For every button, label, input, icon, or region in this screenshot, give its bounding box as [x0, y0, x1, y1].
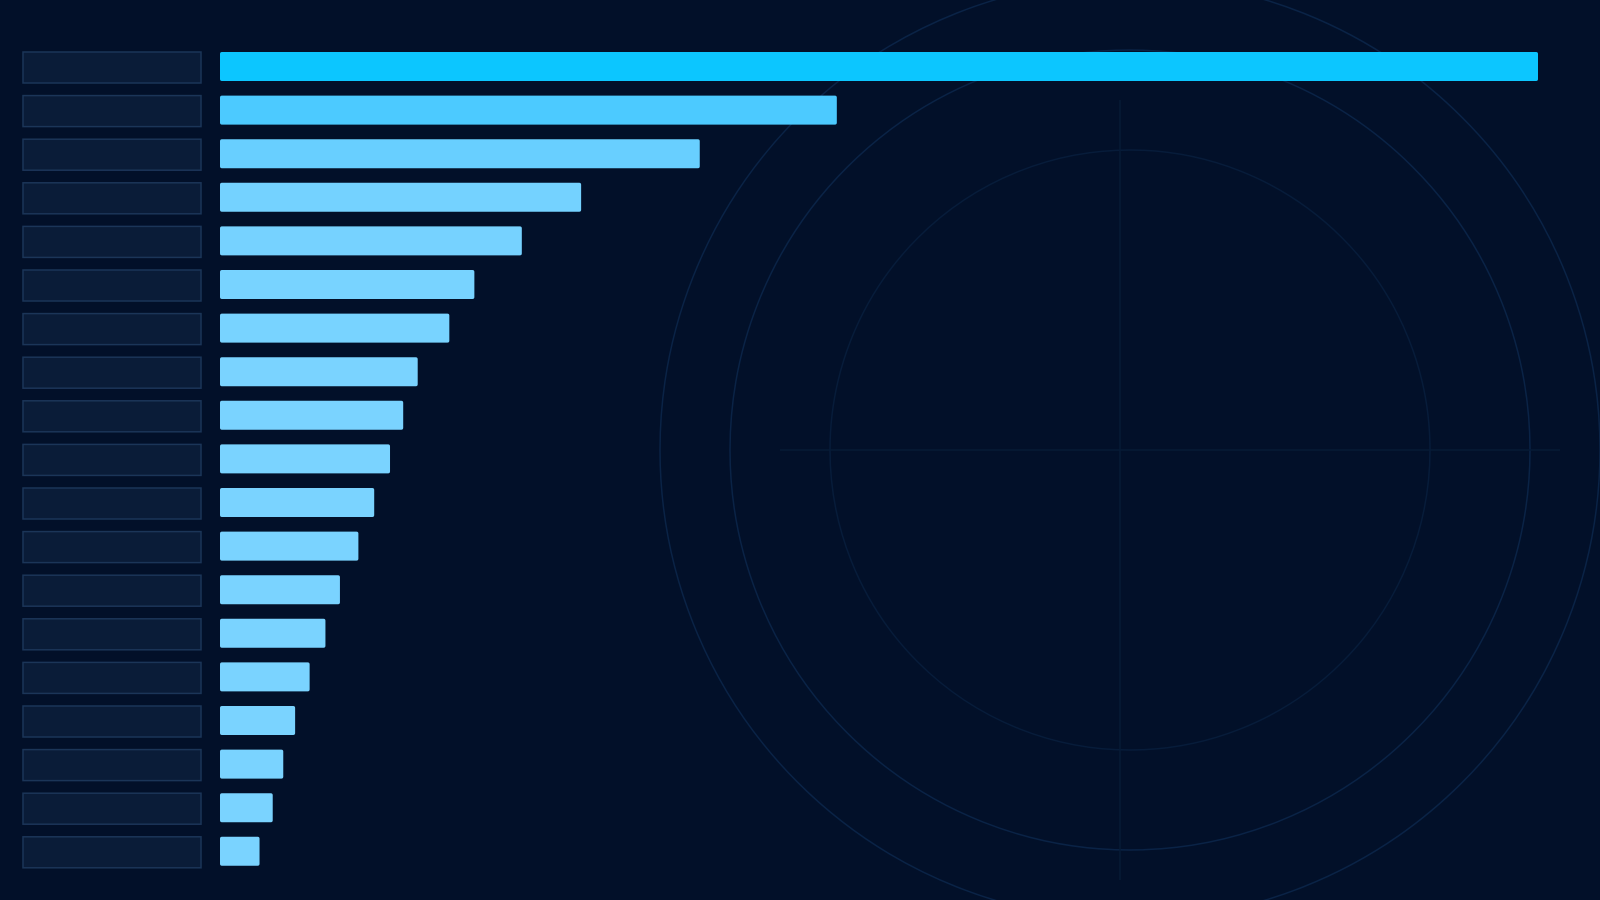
bar	[220, 400, 404, 430]
label-box	[22, 661, 202, 695]
bar	[220, 575, 340, 605]
label-box	[22, 182, 202, 215]
label-box	[22, 574, 202, 607]
bar	[220, 793, 273, 823]
bar	[220, 182, 582, 212]
bar	[220, 52, 1538, 81]
deco-lines	[780, 100, 1560, 880]
background-decoration	[659, 0, 1600, 900]
bar	[220, 357, 418, 387]
label-box	[22, 400, 202, 433]
label-box	[22, 51, 202, 84]
bar	[220, 662, 310, 692]
deco-circle	[659, 0, 1600, 900]
bar	[220, 488, 375, 517]
label-box	[22, 705, 202, 738]
bar	[220, 618, 326, 648]
bar	[220, 444, 391, 474]
bar	[220, 270, 475, 299]
bar	[220, 313, 450, 343]
label-box	[22, 748, 202, 782]
bar	[220, 706, 296, 735]
bar	[220, 226, 522, 256]
label-box	[22, 356, 202, 389]
bar	[220, 531, 359, 561]
label-box	[22, 618, 202, 651]
label-box	[22, 312, 202, 346]
rows	[22, 51, 1538, 869]
bar	[220, 836, 260, 866]
bar	[220, 95, 837, 125]
label-box	[22, 792, 202, 825]
label-box	[22, 225, 202, 259]
label-box	[22, 487, 202, 520]
label-box	[22, 443, 202, 477]
label-box	[22, 138, 202, 171]
bar	[220, 749, 284, 779]
label-box	[22, 530, 202, 564]
label-box	[22, 94, 202, 128]
label-box	[22, 269, 202, 302]
label-box	[22, 836, 202, 869]
bar	[220, 139, 700, 169]
